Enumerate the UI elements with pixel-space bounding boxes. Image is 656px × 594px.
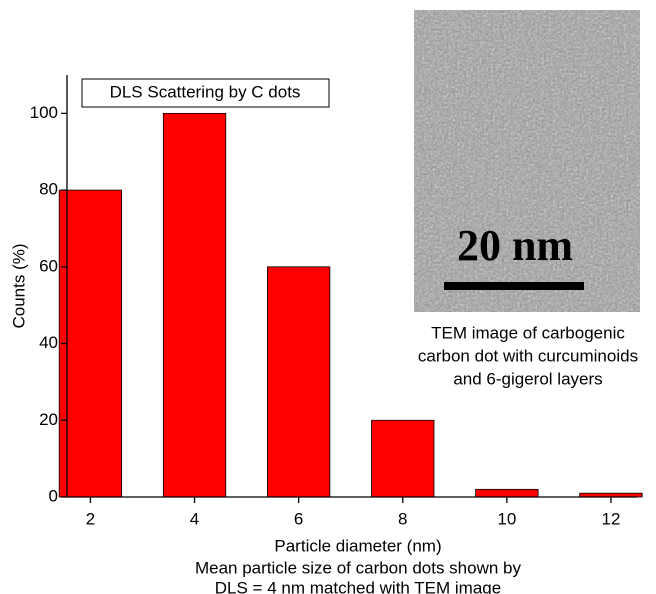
x-tick-label: 6: [294, 509, 303, 528]
x-tick-label: 8: [398, 509, 407, 528]
y-axis-label: Counts (%): [9, 243, 28, 328]
y-tick-label: 0: [49, 486, 58, 505]
y-tick-label: 100: [30, 103, 58, 122]
y-tick-label: 80: [39, 180, 58, 199]
caption: DLS = 4 nm matched with TEM image: [215, 578, 501, 594]
scale-bar: [444, 282, 584, 290]
bar: [475, 488, 539, 498]
title-box: [81, 78, 330, 108]
x-axis-label: Particle diameter (nm): [274, 536, 441, 555]
image-caption: TEM image of carbogenic: [431, 323, 625, 342]
x-tick-label: 4: [190, 509, 199, 528]
bar: [267, 266, 331, 498]
image-caption: and 6-gigerol layers: [453, 369, 602, 388]
bar: [371, 419, 435, 498]
caption: Mean particle size of carbon dots shown …: [195, 558, 522, 577]
x-tick-label: 2: [86, 509, 95, 528]
y-tick-label: 40: [39, 333, 58, 352]
x-tick-label: 12: [602, 509, 621, 528]
y-tick-label: 60: [39, 256, 58, 275]
bar: [162, 112, 227, 498]
y-tick-label: 20: [39, 410, 58, 429]
tem-texture: [414, 10, 640, 312]
bar: [58, 189, 123, 498]
image-caption: carbon dot with curcuminoids: [418, 346, 638, 365]
chart-title: DLS Scattering by C dots: [110, 82, 301, 101]
x-tick-label: 10: [497, 509, 516, 528]
scale-bar-label: 20 nm: [457, 221, 573, 270]
